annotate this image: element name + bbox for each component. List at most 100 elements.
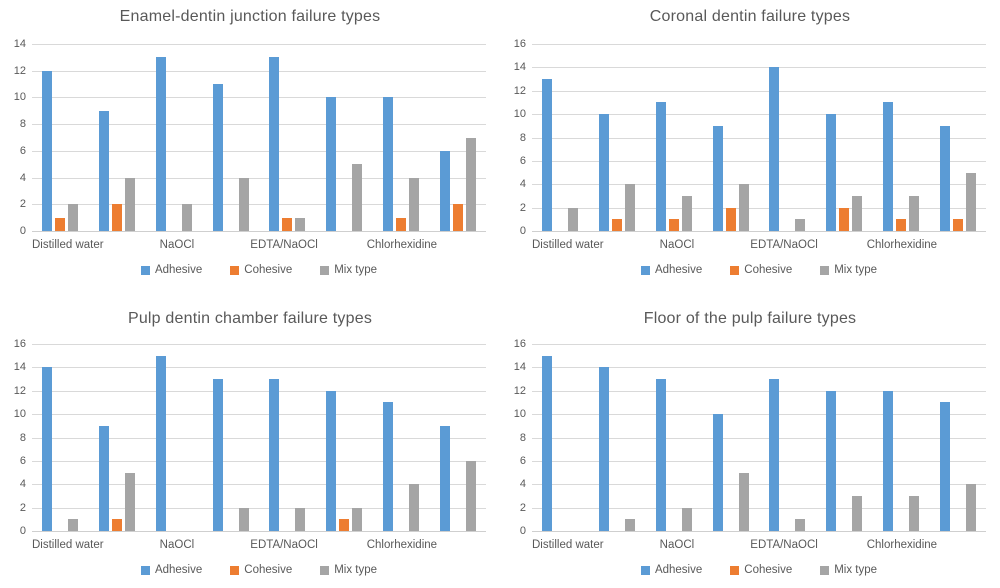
chart-coronal-dentin: Coronal dentin failure types 0 2 4 6 8 10 12 14…: [500, 0, 1000, 294]
grid-line: [32, 367, 486, 369]
grid-line: [32, 97, 486, 99]
legend-marker-mix-type: [320, 565, 330, 575]
grid-line: [532, 137, 986, 139]
grid-line: [532, 160, 986, 162]
plot-area: [32, 44, 486, 232]
bar-group: [373, 344, 430, 531]
bar-group: [32, 344, 89, 531]
bar-group: [316, 44, 373, 231]
x-category-label: NaOCl: [159, 239, 195, 251]
bar-cohesive: [839, 207, 850, 231]
legend-item: Mix type: [820, 264, 877, 276]
y-tick-label: 12: [513, 384, 526, 397]
bar-groups: [32, 344, 486, 531]
bar-group: [702, 44, 759, 231]
bar-cohesive: [395, 217, 406, 231]
grid-line: [32, 231, 486, 232]
y-tick-label: 2: [519, 501, 526, 514]
bar-mix-type: [852, 495, 863, 531]
grid-line: [32, 70, 486, 72]
y-tick-label: 0: [519, 525, 526, 537]
bar-group: [259, 44, 316, 231]
x-category-label: NaOCl: [159, 539, 195, 551]
bar-group: [816, 44, 873, 231]
bar-group: [589, 44, 646, 231]
bar-cohesive: [725, 207, 736, 231]
legend-label: Adhesive: [154, 264, 203, 276]
grid-line: [32, 344, 486, 345]
legend: Adhesive Cohesive Mix type: [32, 264, 486, 276]
bar-group: [646, 44, 703, 231]
y-tick-label: 4: [19, 171, 26, 184]
bar-mix-type: [908, 495, 919, 531]
legend-item: Adhesive: [640, 264, 703, 276]
bar-group: [146, 44, 203, 231]
x-category-label: [104, 538, 153, 552]
bar-group: [759, 344, 816, 531]
bar-group: [929, 344, 986, 531]
legend-marker-mix-type: [820, 565, 830, 575]
legend-label: Mix type: [334, 564, 378, 576]
legend-item: Mix type: [320, 564, 377, 576]
x-category-label: Chlorhexidine: [866, 239, 938, 251]
legend-marker-adhesive: [640, 565, 650, 575]
bar-mix-type: [625, 519, 636, 531]
x-category-label: [937, 238, 986, 252]
bar-adhesive: [155, 57, 166, 231]
bar-cohesive: [282, 217, 293, 231]
bar-group: [316, 344, 373, 531]
legend-label: Adhesive: [654, 264, 703, 276]
legend-marker-mix-type: [820, 265, 830, 275]
y-tick-label: 10: [513, 408, 526, 421]
y-tick-label: 4: [19, 478, 26, 491]
bar-adhesive: [42, 70, 53, 231]
bar-adhesive: [382, 97, 393, 231]
legend-marker-mix-type: [320, 265, 330, 275]
bar-adhesive: [42, 367, 53, 531]
legend-label: Mix type: [834, 564, 878, 576]
bar-cohesive: [612, 219, 623, 231]
legend-item: Adhesive: [640, 564, 702, 576]
y-tick-label: 12: [13, 64, 26, 77]
x-category-label: EDTA/NaOCl: [250, 539, 318, 551]
bar-adhesive: [939, 125, 950, 231]
bar-adhesive: [882, 102, 893, 231]
bar-adhesive: [326, 390, 337, 531]
bar-group: [589, 344, 646, 531]
x-axis-labels: Distilled water NaOCl EDTA/NaOCl Chlorhexid…: [532, 238, 986, 252]
bar-adhesive: [599, 114, 610, 231]
y-tick-label: 0: [19, 225, 26, 237]
bar-group: [146, 344, 203, 531]
x-category-label: Distilled water: [532, 539, 604, 551]
grid-line: [532, 367, 986, 369]
legend-item: Mix type: [820, 564, 877, 576]
bar-cohesive: [452, 204, 463, 231]
bar-adhesive: [826, 390, 837, 531]
bar-mix-type: [352, 164, 363, 231]
legend-marker-cohesive: [730, 565, 740, 575]
bar-adhesive: [769, 379, 780, 531]
chart-floor-of-pulp: Floor of the pulp failure types 0 2 4 6 8 10 1…: [500, 294, 1000, 588]
legend-label: Cohesive: [244, 564, 293, 576]
bar-mix-type: [352, 507, 363, 531]
bar-adhesive: [155, 355, 166, 531]
bar-adhesive: [655, 379, 666, 531]
x-category-label: NaOCl: [659, 539, 695, 551]
y-tick-label: 14: [513, 61, 526, 74]
bar-adhesive: [269, 57, 280, 231]
x-category-label: [818, 238, 867, 252]
bar-group: [373, 44, 430, 231]
x-category-label: Distilled water: [32, 239, 104, 251]
grid-line: [532, 90, 986, 92]
legend-item: Cohesive: [730, 564, 792, 576]
bar-groups: [532, 44, 986, 231]
y-tick-label: 6: [519, 454, 526, 467]
bar-adhesive: [939, 402, 950, 531]
grid-line: [532, 114, 986, 116]
bar-group: [759, 44, 816, 231]
bar-adhesive: [826, 114, 837, 231]
bar-adhesive: [269, 379, 280, 531]
grid-line: [532, 184, 986, 186]
bar-groups: [32, 44, 486, 231]
